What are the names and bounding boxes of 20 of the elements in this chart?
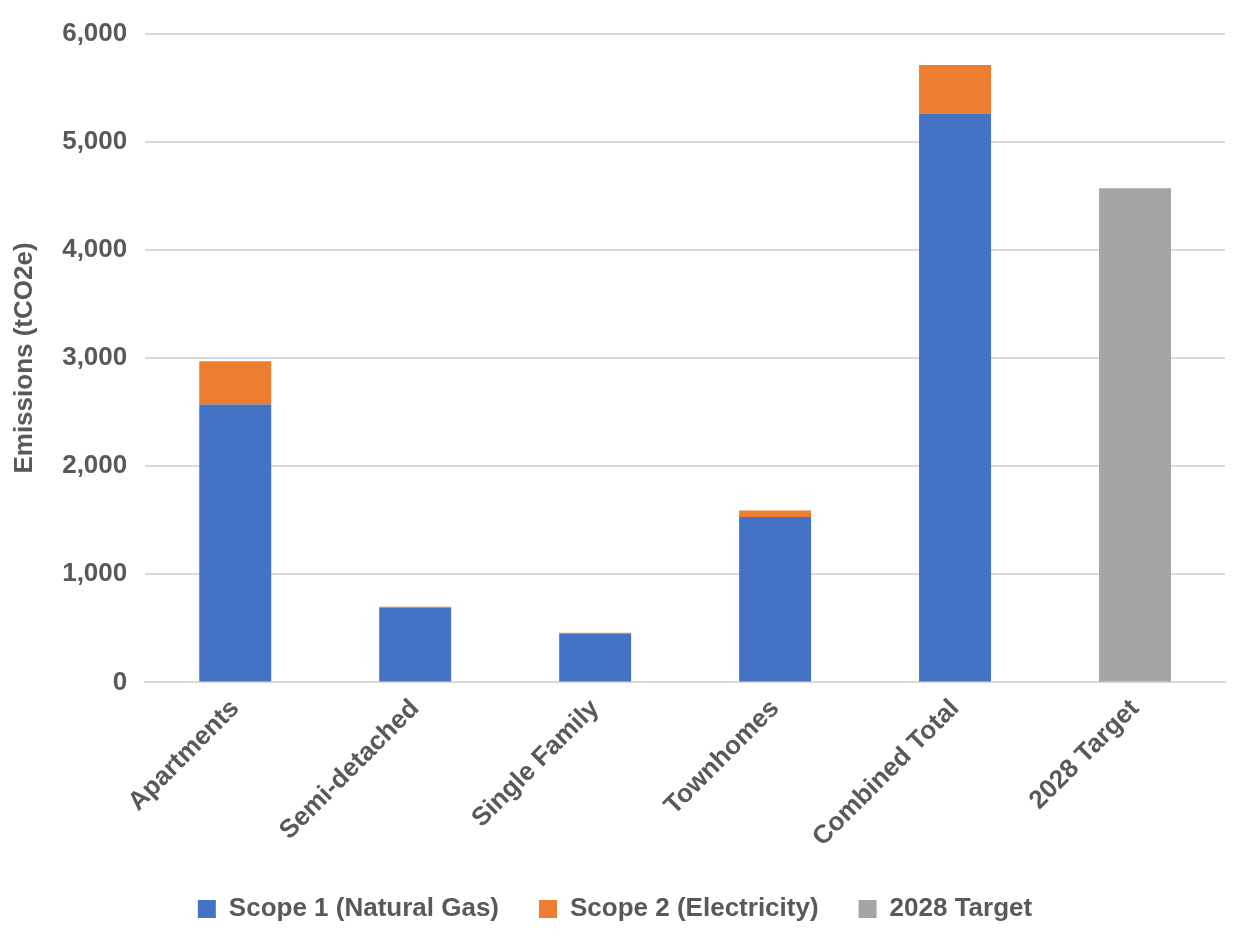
bar [919,64,992,114]
y-tick-label: 3,000 [62,341,128,372]
bar [379,607,452,682]
bar [739,516,812,682]
legend-label: Scope 1 (Natural Gas) [228,892,500,923]
y-tick-label: 0 [112,665,128,696]
y-tick-label: 2,000 [62,449,128,480]
bar [919,113,992,682]
y-tick-label: 4,000 [62,233,128,264]
bar [1099,188,1172,682]
legend-label: Scope 2 (Electricity) [570,892,819,923]
y-tick-label: 6,000 [62,16,128,47]
bar [739,510,812,517]
bar [199,404,272,682]
y-tick-label: 1,000 [62,557,128,588]
legend-label: 2028 Target [889,892,1033,923]
y-axis-title: Emissions (tCO2e) [7,242,38,474]
bar [559,633,632,682]
bar [199,361,272,405]
y-tick-label: 5,000 [62,124,128,155]
